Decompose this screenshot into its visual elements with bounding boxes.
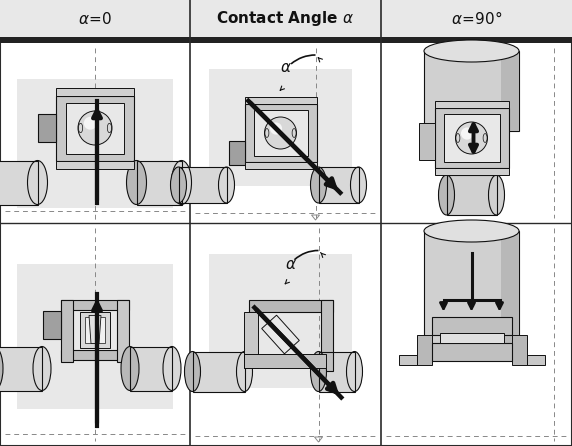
Ellipse shape <box>488 175 505 215</box>
Bar <box>435 101 509 108</box>
Ellipse shape <box>170 167 186 203</box>
Bar <box>80 311 110 347</box>
Bar <box>501 51 519 131</box>
Circle shape <box>84 117 97 130</box>
Bar <box>228 140 244 165</box>
Bar <box>447 175 496 215</box>
Bar <box>190 0 381 37</box>
Bar <box>244 162 316 169</box>
Bar <box>17 264 173 409</box>
Bar <box>209 69 352 186</box>
Bar <box>0 161 38 205</box>
Circle shape <box>461 128 473 140</box>
Bar <box>439 333 503 343</box>
Bar <box>130 347 172 391</box>
Ellipse shape <box>219 167 235 203</box>
Ellipse shape <box>0 347 3 391</box>
Bar <box>248 300 332 311</box>
Bar <box>56 161 134 169</box>
Ellipse shape <box>33 347 51 391</box>
Text: $\alpha$: $\alpha$ <box>280 61 291 75</box>
Bar <box>0 0 190 37</box>
Bar <box>424 231 519 354</box>
Text: $\alpha\!=\!90°$: $\alpha\!=\!90°$ <box>451 10 502 27</box>
Bar <box>0 347 42 391</box>
Bar <box>244 354 325 368</box>
Bar <box>244 311 257 368</box>
Ellipse shape <box>311 351 327 392</box>
Bar <box>253 110 308 156</box>
Bar <box>193 351 244 392</box>
Text: Contact Angle $\alpha$: Contact Angle $\alpha$ <box>216 9 355 28</box>
Circle shape <box>270 123 282 135</box>
Bar <box>511 334 526 364</box>
Bar <box>431 343 511 360</box>
Text: $\alpha$: $\alpha$ <box>285 257 296 272</box>
Ellipse shape <box>347 351 363 392</box>
Bar <box>117 300 129 362</box>
Text: $\alpha\!=\!0$: $\alpha\!=\!0$ <box>78 11 112 26</box>
Bar <box>193 351 244 392</box>
Ellipse shape <box>126 161 146 205</box>
Ellipse shape <box>121 347 139 391</box>
Bar <box>61 350 129 359</box>
Ellipse shape <box>311 167 327 203</box>
Bar <box>443 114 499 162</box>
Bar <box>17 79 173 208</box>
Bar <box>424 51 519 131</box>
Ellipse shape <box>424 40 519 62</box>
Ellipse shape <box>27 161 47 205</box>
Bar <box>0 37 572 43</box>
Bar <box>137 161 181 205</box>
Bar <box>320 300 332 371</box>
Bar <box>56 95 134 161</box>
Bar <box>178 167 227 203</box>
Bar <box>61 300 73 362</box>
Bar <box>431 317 511 334</box>
Circle shape <box>455 122 487 154</box>
Bar <box>435 108 509 168</box>
Ellipse shape <box>163 347 181 391</box>
Bar <box>244 97 316 104</box>
Ellipse shape <box>236 351 252 392</box>
Bar <box>526 355 545 364</box>
Bar <box>262 315 299 354</box>
Bar <box>137 161 181 205</box>
Bar <box>0 347 42 391</box>
Bar <box>178 167 227 203</box>
Bar <box>419 123 435 160</box>
Bar <box>319 351 355 392</box>
Bar <box>244 104 316 162</box>
Bar <box>85 317 105 343</box>
Polygon shape <box>89 315 101 343</box>
Circle shape <box>78 111 112 145</box>
Bar <box>447 175 496 215</box>
Bar <box>43 310 61 339</box>
Bar <box>56 87 134 95</box>
Bar <box>399 355 416 364</box>
Bar <box>61 300 129 310</box>
Ellipse shape <box>424 220 519 242</box>
Ellipse shape <box>172 161 192 205</box>
Circle shape <box>264 117 296 149</box>
Ellipse shape <box>351 167 367 203</box>
Bar <box>38 114 56 142</box>
Bar <box>435 168 509 175</box>
Bar <box>209 254 352 388</box>
Bar <box>319 167 359 203</box>
Bar <box>66 103 124 153</box>
Bar <box>319 351 355 392</box>
Ellipse shape <box>185 351 201 392</box>
Bar <box>0 161 38 205</box>
Bar <box>130 347 172 391</box>
Bar <box>381 0 572 37</box>
Bar <box>416 334 431 364</box>
Bar <box>501 231 519 354</box>
Bar <box>319 167 359 203</box>
Ellipse shape <box>439 175 455 215</box>
